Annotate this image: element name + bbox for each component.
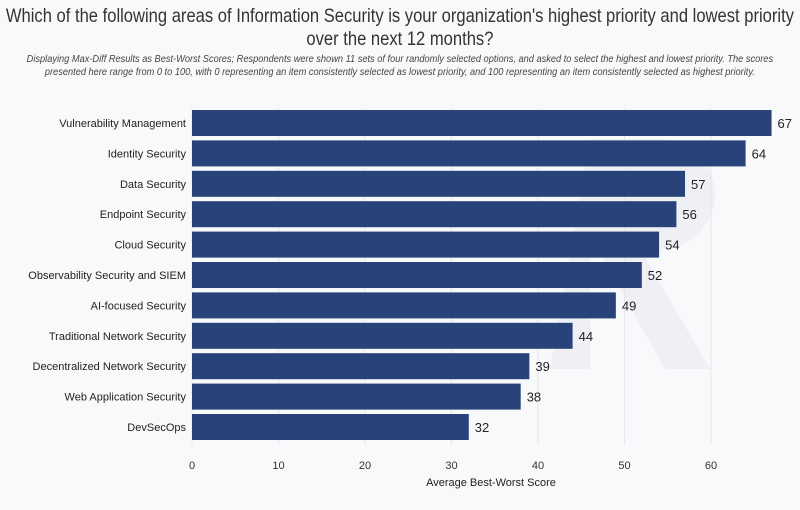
- data-label: 49: [622, 298, 636, 313]
- chart-title: Which of the following areas of Informat…: [5, 5, 794, 50]
- data-label: 44: [579, 329, 593, 344]
- bar: [192, 170, 686, 197]
- bar-chart: 0 10 20 30 40 50 60 Vulnerability Management 67 I…: [28, 108, 792, 489]
- bar: [192, 414, 469, 440]
- data-label: 54: [665, 238, 679, 253]
- category-label: Data Security: [120, 179, 187, 191]
- x-tick-label: 20: [359, 460, 371, 472]
- category-label: AI-focused Security: [91, 300, 187, 312]
- x-tick-label: 60: [705, 460, 717, 472]
- bar: [192, 231, 660, 258]
- data-label: 39: [535, 359, 549, 374]
- category-label: Web Application Security: [65, 392, 187, 404]
- data-label: 67: [778, 116, 792, 131]
- category-label: Decentralized Network Security: [33, 361, 187, 373]
- category-label: DevSecOps: [127, 422, 186, 434]
- bar: [192, 110, 772, 136]
- data-label: 56: [682, 207, 696, 222]
- bar: [192, 292, 616, 319]
- bar: [192, 262, 642, 288]
- chart-subtitle: Displaying Max-Diff Results as Best-Wors…: [26, 53, 774, 78]
- data-label: 32: [475, 420, 489, 435]
- bar: [192, 383, 521, 410]
- data-label: 52: [648, 268, 662, 283]
- bar: [192, 322, 573, 349]
- category-label: Identity Security: [108, 148, 187, 160]
- x-tick-label: 0: [189, 460, 195, 472]
- category-label: Cloud Security: [114, 240, 186, 252]
- data-label: 57: [691, 177, 705, 192]
- bar: [192, 140, 746, 167]
- category-label: Traditional Network Security: [49, 331, 187, 343]
- x-tick-label: 10: [272, 460, 284, 472]
- x-axis-label: Average Best-Worst Score: [426, 477, 556, 489]
- bar: [192, 353, 530, 380]
- x-tick-label: 30: [445, 460, 457, 472]
- category-label: Observability Security and SIEM: [28, 270, 186, 282]
- chart-header: Which of the following areas of Informat…: [0, 0, 800, 79]
- bar: [192, 201, 677, 228]
- category-label: Endpoint Security: [100, 209, 187, 221]
- x-tick-label: 50: [618, 460, 630, 472]
- category-label: Vulnerability Management: [59, 118, 186, 130]
- data-label: 64: [752, 146, 766, 161]
- data-label: 38: [527, 390, 541, 405]
- x-tick-label: 40: [532, 460, 544, 472]
